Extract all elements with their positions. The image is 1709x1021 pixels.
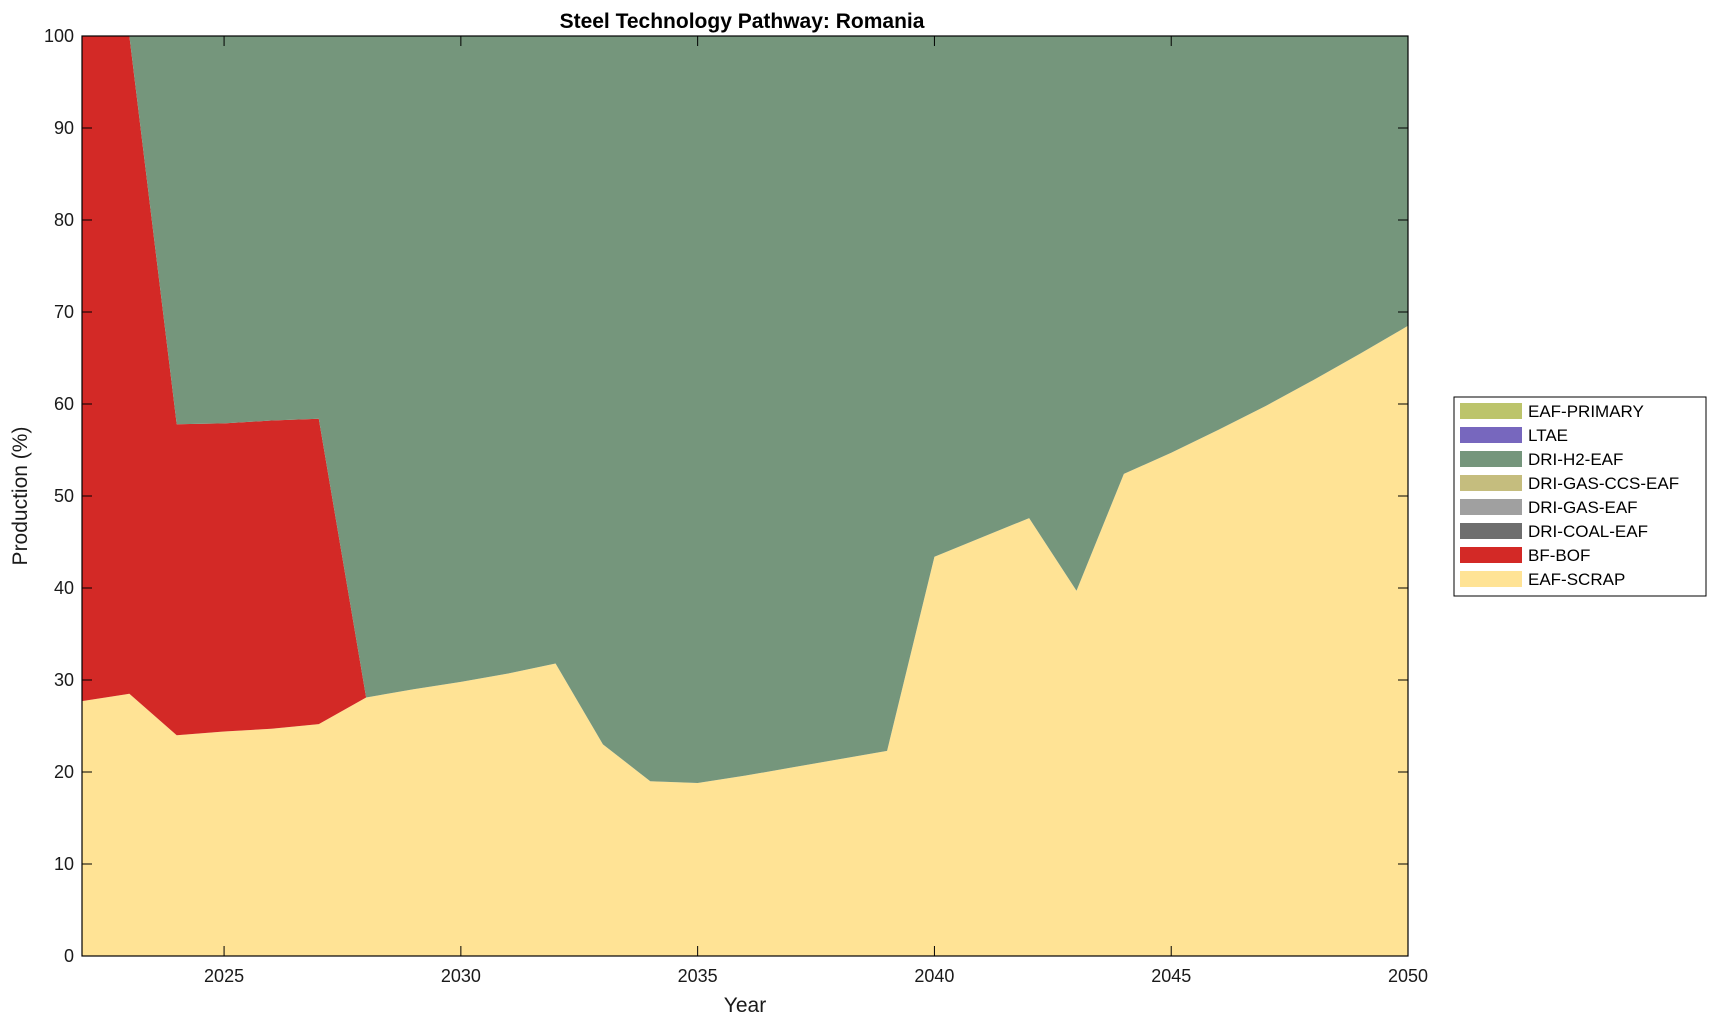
legend-label-dri-gas-ccs-eaf: DRI-GAS-CCS-EAF	[1528, 474, 1679, 493]
legend-swatch-bf-bof	[1460, 547, 1522, 563]
y-tick-label: 90	[54, 118, 74, 138]
legend-swatch-dri-coal-eaf	[1460, 523, 1522, 539]
x-tick-label: 2025	[204, 966, 244, 986]
legend-swatch-ltae	[1460, 427, 1522, 443]
legend-label-eaf-scrap: EAF-SCRAP	[1528, 570, 1625, 589]
x-tick-label: 2050	[1388, 966, 1428, 986]
y-tick-label: 40	[54, 578, 74, 598]
chart-title: Steel Technology Pathway: Romania	[560, 10, 925, 33]
legend-label-dri-coal-eaf: DRI-COAL-EAF	[1528, 522, 1648, 541]
legend-label-bf-bof: BF-BOF	[1528, 546, 1590, 565]
y-tick-label: 10	[54, 854, 74, 874]
legend: EAF-PRIMARY LTAE DRI-H2-EAF DRI-GAS-CCS-EAF…	[1453, 396, 1707, 597]
y-axis-label: Production (%)	[9, 427, 32, 566]
y-tick-label: 50	[54, 486, 74, 506]
legend-label-dri-h2-eaf: DRI-H2-EAF	[1528, 450, 1623, 469]
legend-box	[1453, 396, 1707, 597]
y-tick-label: 30	[54, 670, 74, 690]
axis-ticks: 2025 2030 2035 2040 2045 20500102030405060708…	[44, 26, 1428, 986]
y-tick-label: 20	[54, 762, 74, 782]
legend-swatch-eaf-scrap	[1460, 571, 1522, 587]
x-tick-label: 2040	[914, 966, 954, 986]
legend-label-dri-gas-eaf: DRI-GAS-EAF	[1528, 498, 1638, 517]
legend-label-ltae: LTAE	[1528, 426, 1568, 445]
plot-areas	[82, 36, 1408, 956]
y-tick-label: 0	[64, 946, 74, 966]
x-axis-label: Year	[724, 994, 766, 1017]
area-series-bf-bof	[82, 36, 1408, 784]
y-tick-label: 80	[54, 210, 74, 230]
x-tick-label: 2045	[1151, 966, 1191, 986]
y-tick-label: 70	[54, 302, 74, 322]
legend-swatch-eaf-primary	[1460, 403, 1522, 419]
x-tick-label: 2035	[678, 966, 718, 986]
legend-swatch-dri-h2-eaf	[1460, 451, 1522, 467]
area-series-dri-h2-eaf	[82, 36, 1408, 784]
legend-label-eaf-primary: EAF-PRIMARY	[1528, 402, 1644, 421]
y-tick-label: 100	[44, 26, 74, 46]
y-tick-label: 60	[54, 394, 74, 414]
legend-swatch-dri-gas-ccs-eaf	[1460, 475, 1522, 491]
legend-swatch-dri-gas-eaf	[1460, 499, 1522, 515]
x-tick-label: 2030	[441, 966, 481, 986]
area-series-eaf-scrap	[82, 325, 1408, 956]
